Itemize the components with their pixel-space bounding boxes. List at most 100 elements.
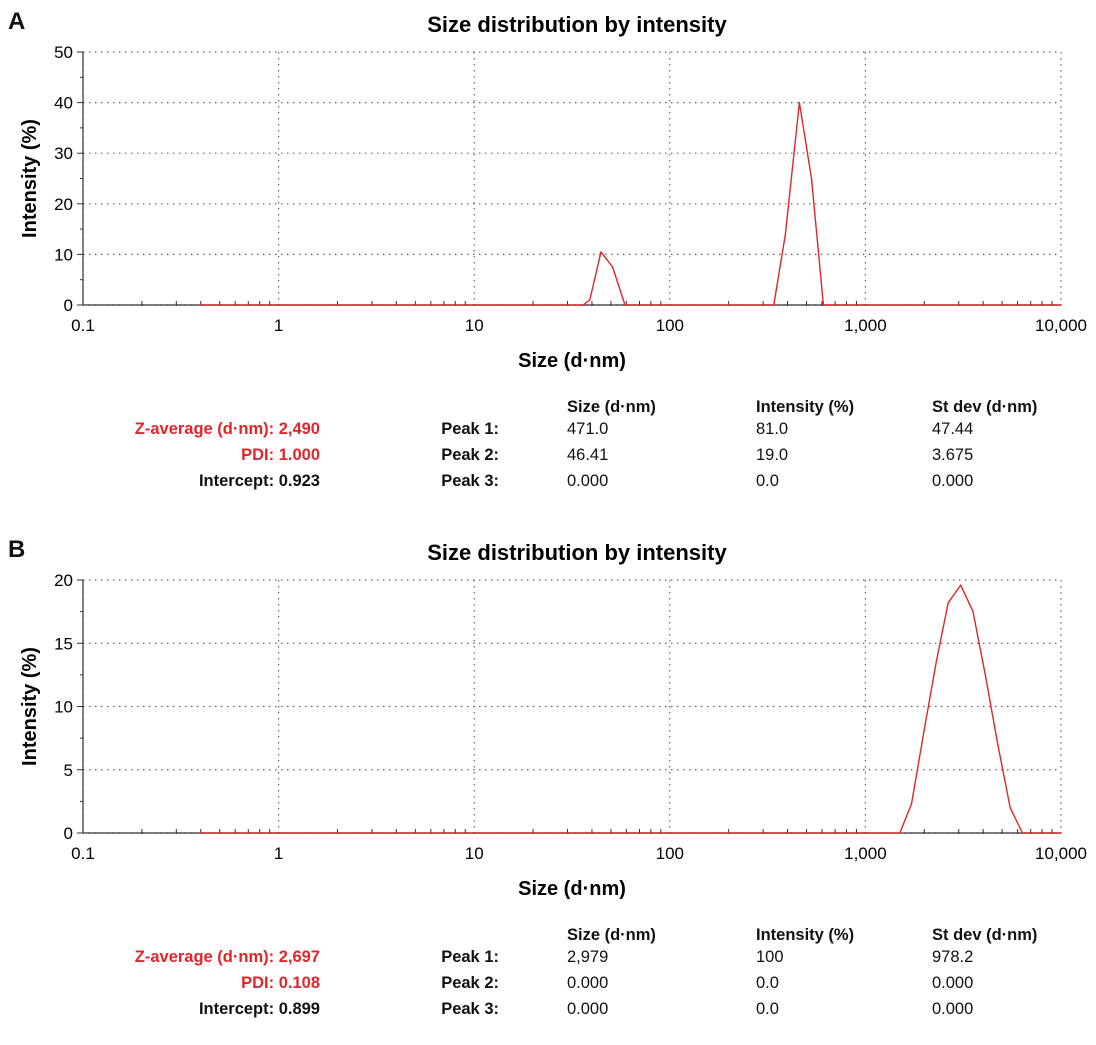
peak-size: 2,979 — [567, 948, 609, 966]
z-average-value: Z-average (d·nm): 2,490 — [134, 420, 320, 438]
x-tick-label: 100 — [656, 844, 684, 863]
data-point — [960, 584, 962, 586]
y-tick-label: 10 — [54, 698, 73, 717]
x-axis-label: Size (d·nm) — [518, 350, 626, 372]
data-point — [1060, 832, 1062, 834]
stats-block-b: Z-average (d·nm): 2,697 PDI: 0.108 Inter… — [0, 920, 1096, 1038]
peak-intensity: 19.0 — [756, 446, 789, 464]
panel-b: B Size distribution by intensity 0.1 1 10 10… — [0, 528, 1096, 1045]
x-tick-label: 10 — [465, 844, 484, 863]
data-point — [810, 177, 813, 180]
x-tick-label: 1 — [274, 844, 283, 863]
peak-label: Peak 1: — [441, 420, 499, 438]
peak-intensity: 100 — [756, 948, 784, 966]
data-point — [899, 832, 901, 834]
pdi-value: PDI: 0.108 — [241, 974, 320, 992]
data-point — [784, 233, 787, 235]
peak-label: Peak 3: — [441, 1000, 499, 1018]
data-point — [589, 299, 591, 301]
data-point — [612, 266, 614, 268]
data-point — [997, 743, 999, 746]
y-tick-label: 30 — [54, 144, 73, 163]
x-tick-label: 1,000 — [844, 844, 887, 863]
y-axis-label: Intensity (%) — [19, 119, 41, 238]
peak-label: Peak 2: — [441, 446, 499, 464]
y-tick-label: 20 — [54, 571, 73, 590]
data-point — [1060, 304, 1062, 306]
y-tick-label: 20 — [54, 195, 73, 214]
panel-letter: B — [8, 536, 26, 563]
stats-block-a: Z-average (d·nm): 2,490 PDI: 1.000 Inter… — [0, 392, 1096, 510]
peak-label: Peak 3: — [441, 472, 499, 490]
y-tick-label: 10 — [54, 245, 73, 264]
y-tick-label: 0 — [64, 296, 73, 315]
data-point — [935, 661, 937, 663]
x-tick-label: 10,000 — [1035, 844, 1087, 863]
data-point — [1009, 807, 1011, 809]
peak-size: 0.000 — [567, 472, 609, 490]
peak-intensity: 0.0 — [756, 472, 779, 490]
col-header-intensity: Intensity (%) — [756, 398, 855, 416]
data-point — [200, 304, 202, 306]
peak-label: Peak 2: — [441, 974, 499, 992]
data-point — [947, 602, 949, 604]
x-tick-label: 1 — [274, 316, 283, 335]
col-header-size: Size (d·nm) — [567, 398, 656, 416]
y-tick-label: 50 — [54, 43, 73, 62]
data-point — [600, 251, 602, 253]
y-tick-label: 15 — [54, 634, 73, 653]
peak-stdev: 3.675 — [932, 446, 974, 464]
data-point — [923, 731, 925, 733]
x-axis-label: Size (d·nm) — [518, 878, 626, 900]
y-tick-label: 40 — [54, 94, 73, 113]
panel-letter: A — [8, 8, 26, 35]
data-point — [624, 304, 626, 306]
peak-size: 0.000 — [567, 1000, 609, 1018]
series-line — [200, 101, 1061, 306]
series-line — [200, 584, 1061, 834]
intercept-value: Intercept: 0.923 — [198, 472, 320, 490]
col-header-size: Size (d·nm) — [567, 926, 656, 944]
y-tick-label: 5 — [64, 761, 73, 780]
peak-label: Peak 1: — [441, 948, 499, 966]
data-point — [910, 803, 913, 805]
peak-stdev: 978.2 — [932, 948, 974, 966]
data-point — [773, 304, 775, 306]
data-point — [972, 611, 974, 613]
plot-frame — [82, 579, 1062, 834]
peak-size: 0.000 — [567, 974, 609, 992]
peak-stdev: 0.000 — [932, 1000, 974, 1018]
x-tick-label: 1,000 — [844, 316, 887, 335]
x-tick-label: 10,000 — [1035, 316, 1087, 335]
data-point — [984, 674, 986, 676]
col-header-stdev: St dev (d·nm) — [932, 926, 1038, 944]
y-tick-label: 0 — [64, 824, 73, 843]
x-tick-label: 100 — [656, 316, 684, 335]
data-point — [798, 102, 801, 104]
x-tick-label: 0.1 — [71, 844, 95, 863]
x-tick-label: 10 — [465, 316, 484, 335]
peak-size: 46.41 — [567, 446, 609, 464]
peak-intensity: 0.0 — [756, 974, 779, 992]
data-point — [582, 304, 584, 306]
x-tick-label: 0.1 — [71, 316, 95, 335]
peak-intensity: 81.0 — [756, 420, 789, 438]
data-point — [822, 304, 825, 306]
peak-stdev: 0.000 — [932, 472, 974, 490]
z-average-value: Z-average (d·nm): 2,697 — [134, 948, 320, 966]
chart-title: Size distribution by intensity — [427, 540, 727, 565]
data-point — [1021, 832, 1024, 834]
peak-intensity: 0.0 — [756, 1000, 779, 1018]
col-header-stdev: St dev (d·nm) — [932, 398, 1038, 416]
peak-stdev: 0.000 — [932, 974, 974, 992]
pdi-value: PDI: 1.000 — [241, 446, 320, 464]
y-axis-label: Intensity (%) — [19, 647, 41, 766]
intercept-value: Intercept: 0.899 — [198, 1000, 320, 1018]
plot-frame — [82, 51, 1062, 306]
chart-title: Size distribution by intensity — [427, 12, 727, 37]
data-point — [200, 832, 202, 834]
peak-size: 471.0 — [567, 420, 609, 438]
panel-a: A Size distribution by intensity 0.1 1 10 10… — [0, 0, 1096, 517]
